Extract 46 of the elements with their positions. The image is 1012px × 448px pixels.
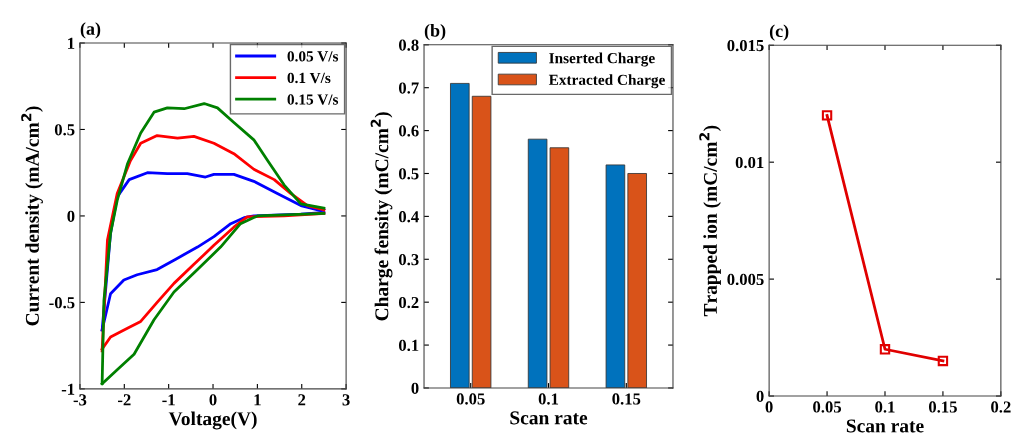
y-tick-label: 0.1 <box>398 339 419 352</box>
y-tick-label: 0.6 <box>398 125 419 137</box>
legend-label: Inserted Charge <box>549 52 655 67</box>
x-tick-label: 0.15 <box>612 393 641 405</box>
y-tick-label: 0.2 <box>398 296 419 309</box>
x-tick-label: -1 <box>162 394 175 406</box>
y-tick-label: 0.4 <box>398 211 419 223</box>
y-tick-label: 0.005 <box>727 273 764 286</box>
x-tick-label: 0.05 <box>456 393 485 405</box>
x-tick-label: 2 <box>298 394 306 406</box>
legend-label: 0.05 V/s <box>287 51 339 62</box>
y-tick-label: 0 <box>67 210 75 222</box>
x-tick-label: 0.15 <box>928 401 957 413</box>
y-tick-label: 0.01 <box>735 156 764 169</box>
y-tick-label: -0.5 <box>49 297 75 309</box>
y-tick-label: 0.8 <box>398 39 419 51</box>
chart-title: (c) <box>769 24 789 41</box>
x-tick-label: 0 <box>209 394 217 406</box>
x-tick-label: 0.1 <box>875 401 895 413</box>
x-axis-title: Scan rate <box>846 419 924 433</box>
chart-title: (a) <box>80 22 101 39</box>
y-axis-title: Current density (mA/cm$^{2}$) <box>21 106 43 326</box>
x-tick-label: 0.1 <box>538 393 559 405</box>
legend-label: Extracted Charge <box>548 74 665 89</box>
y-tick-label: -1 <box>61 383 75 395</box>
legend-label: 0.1 V/s <box>287 72 331 84</box>
y-tick-label: 1 <box>68 37 75 49</box>
y-tick-label: 0.3 <box>398 253 419 266</box>
x-tick-label: 0.05 <box>813 401 842 413</box>
x-tick-label: 0 <box>765 401 773 413</box>
y-axis-title: Trapped ion (mC/cm$^{2}$) <box>699 125 721 317</box>
x-axis-title: Voltage(V) <box>168 411 257 430</box>
y-tick-label: 0.7 <box>398 82 419 94</box>
y-tick-label: 0.5 <box>398 168 419 180</box>
y-tick-label: 0.015 <box>727 39 764 52</box>
x-axis-title: Scan rate <box>510 411 588 425</box>
x-tick-label: -2 <box>117 394 131 406</box>
legend-label: 0.15 V/s <box>287 94 339 105</box>
x-tick-label: 0.2 <box>991 401 1011 413</box>
y-axis-title: Charge fensity (mC/cm$^{2}$) <box>370 112 393 321</box>
y-tick-label: 0 <box>411 382 419 394</box>
x-tick-label: -3 <box>73 394 87 406</box>
y-tick-label: 0.5 <box>54 124 75 136</box>
chart-title: (b) <box>424 23 446 41</box>
x-tick-label: 3 <box>342 394 350 406</box>
x-tick-label: 1 <box>254 394 261 406</box>
